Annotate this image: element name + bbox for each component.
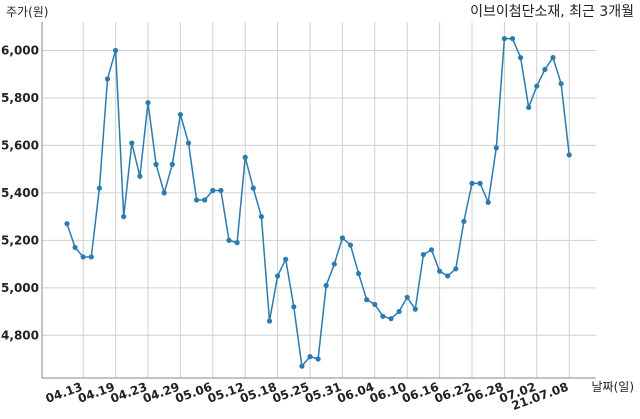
data-point xyxy=(526,104,532,111)
data-point xyxy=(566,152,572,158)
data-point xyxy=(396,308,402,315)
grid-lines xyxy=(42,22,596,378)
price-series xyxy=(64,36,572,369)
data-point xyxy=(461,218,467,224)
data-point xyxy=(493,145,499,151)
data-point xyxy=(356,270,362,277)
y-tick-labels: 4,800 5,000 5,200 5,400 5,600 5,800 6,000 xyxy=(1,43,39,342)
data-point xyxy=(202,197,208,203)
data-point xyxy=(550,55,556,61)
data-point xyxy=(113,47,119,54)
data-point xyxy=(428,247,435,253)
data-point xyxy=(453,266,459,272)
x-axis-title: 날짜(일) xyxy=(592,380,634,394)
data-point xyxy=(339,235,345,241)
data-point xyxy=(534,83,540,89)
data-point xyxy=(129,140,135,146)
data-point xyxy=(210,187,216,194)
data-point xyxy=(542,66,548,73)
x-tick-labels: 04.1304.1904.2304.2905.0605.1205.1805.25… xyxy=(44,380,570,413)
y-axis-title: 주가(원) xyxy=(6,5,48,19)
data-point xyxy=(509,36,516,42)
chart-title: 이브이첨단소재, 최근 3개월 xyxy=(470,4,634,20)
data-point xyxy=(291,304,297,310)
data-point xyxy=(104,76,111,82)
data-point xyxy=(218,187,224,194)
data-point xyxy=(469,180,475,186)
data-point xyxy=(445,273,451,279)
data-point xyxy=(437,268,443,274)
data-point xyxy=(275,273,281,279)
data-point xyxy=(194,197,200,203)
y-tick-label: 5,400 xyxy=(1,186,39,200)
y-tick-label: 5,600 xyxy=(1,138,39,152)
data-point xyxy=(234,240,240,246)
data-point xyxy=(299,363,305,369)
data-point xyxy=(380,313,386,319)
data-point xyxy=(64,221,70,227)
data-point xyxy=(226,237,232,243)
y-tick-label: 5,800 xyxy=(1,91,39,105)
data-point xyxy=(518,55,524,61)
data-point xyxy=(169,161,175,167)
data-point xyxy=(307,354,313,360)
data-point xyxy=(501,36,507,42)
data-point xyxy=(258,214,264,220)
data-point xyxy=(161,190,167,196)
data-point xyxy=(558,81,564,87)
data-point xyxy=(185,140,192,146)
data-point xyxy=(153,161,159,167)
data-point xyxy=(331,261,337,267)
data-point xyxy=(72,244,78,251)
data-point xyxy=(404,294,410,300)
data-point xyxy=(420,251,426,258)
data-point xyxy=(412,306,418,312)
data-point xyxy=(145,100,151,106)
data-point xyxy=(283,256,289,262)
data-point xyxy=(266,318,273,324)
y-tick-label: 5,000 xyxy=(1,281,39,295)
data-point xyxy=(477,180,483,186)
data-point xyxy=(347,242,354,248)
data-point xyxy=(80,254,86,260)
data-point xyxy=(242,154,248,160)
data-point xyxy=(137,173,143,179)
data-point xyxy=(364,297,370,303)
data-point xyxy=(88,254,94,260)
data-point xyxy=(388,316,394,322)
data-point xyxy=(96,185,102,191)
data-point xyxy=(121,214,127,220)
y-tick-label: 5,200 xyxy=(1,233,39,247)
series-line xyxy=(66,37,570,368)
data-point xyxy=(250,185,256,191)
axes xyxy=(41,22,596,379)
data-point xyxy=(323,282,329,289)
data-point xyxy=(485,199,491,205)
y-tick-label: 6,000 xyxy=(1,43,39,57)
data-point xyxy=(315,356,321,362)
data-point xyxy=(177,111,183,118)
data-point xyxy=(372,301,378,308)
y-tick-label: 4,800 xyxy=(1,328,39,342)
